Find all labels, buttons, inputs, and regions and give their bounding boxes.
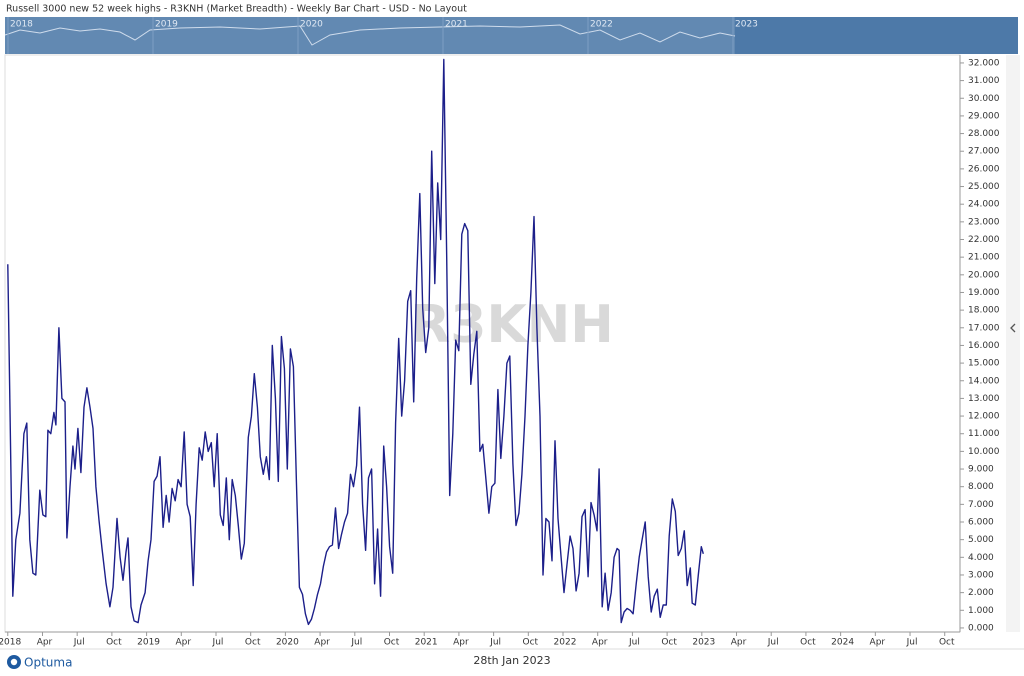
x-tick-label: Apr <box>314 638 330 648</box>
y-tick-label: 11.000 <box>968 429 1000 439</box>
y-tick-label: 32.000 <box>968 58 1000 68</box>
y-tick-label: 3.000 <box>968 570 994 580</box>
y-tick-label: 13.000 <box>968 394 1000 404</box>
x-tick-label: Jul <box>767 638 779 648</box>
y-tick-label: 0.000 <box>968 623 994 633</box>
y-tick-label: 21.000 <box>968 253 1000 263</box>
y-tick-label: 4.000 <box>968 553 994 563</box>
x-tick-label: 2018 <box>0 638 22 648</box>
navigator-window[interactable] <box>5 17 735 54</box>
x-tick-label: 2020 <box>276 638 299 648</box>
y-tick-label: 24.000 <box>968 200 1000 210</box>
y-tick-label: 14.000 <box>968 376 1000 386</box>
y-tick-label: 15.000 <box>968 359 1000 369</box>
y-tick-label: 8.000 <box>968 482 994 492</box>
x-tick-label: Oct <box>800 638 816 648</box>
navigator-line <box>4 24 736 46</box>
navigator-label: 2022 <box>590 20 613 30</box>
y-tick-label: 5.000 <box>968 535 994 545</box>
footer-date: 28th Jan 2023 <box>473 654 550 667</box>
y-tick-label: 28.000 <box>968 129 1000 139</box>
y-tick-label: 1.000 <box>968 606 994 616</box>
x-tick-label: Apr <box>453 638 469 648</box>
y-tick-label: 31.000 <box>968 76 1000 86</box>
x-tick-label: Jul <box>489 638 501 648</box>
y-tick-label: 19.000 <box>968 288 1000 298</box>
x-tick-label: 2024 <box>831 638 854 648</box>
chart-title: Russell 3000 new 52 week highs - R3KNH (… <box>6 4 467 15</box>
x-tick-label: Apr <box>592 638 608 648</box>
side-panel <box>1006 55 1020 632</box>
x-tick-label: Oct <box>106 638 122 648</box>
logo-text: Optuma <box>24 656 72 670</box>
navigator-label: 2021 <box>445 20 468 30</box>
x-tick-label: 2021 <box>415 638 438 648</box>
x-tick-label: Oct <box>384 638 400 648</box>
x-tick-label: Oct <box>523 638 539 648</box>
y-tick-label: 18.000 <box>968 306 1000 316</box>
series-line <box>7 58 704 626</box>
y-tick-label: 27.000 <box>968 147 1000 157</box>
x-tick-label: Apr <box>175 638 191 648</box>
y-tick-label: 9.000 <box>968 465 994 475</box>
y-tick-label: 6.000 <box>968 518 994 528</box>
y-tick-label: 10.000 <box>968 447 1000 457</box>
x-tick-label: Oct <box>245 638 261 648</box>
x-tick-label: Apr <box>37 638 53 648</box>
navigator-label: 2020 <box>300 20 323 30</box>
y-tick-label: 12.000 <box>968 412 1000 422</box>
y-tick-label: 17.000 <box>968 323 1000 333</box>
x-tick-label: 2019 <box>137 638 160 648</box>
x-tick-label: Apr <box>731 638 747 648</box>
y-tick-label: 25.000 <box>968 182 1000 192</box>
x-tick-label: 2023 <box>692 638 715 648</box>
navigator[interactable] <box>5 17 1018 54</box>
x-tick-label: Jul <box>350 638 362 648</box>
y-tick-label: 26.000 <box>968 164 1000 174</box>
navigator-labels: 2018 2019 2020 2021 2022 2023 <box>7 17 758 54</box>
x-tick-label: Jul <box>212 638 224 648</box>
y-tick-label: 22.000 <box>968 235 1000 245</box>
navigator-label: 2019 <box>155 20 178 30</box>
y-tick-label: 23.000 <box>968 217 1000 227</box>
watermark: R3KNH <box>410 295 614 355</box>
navigator-label: 2018 <box>10 20 33 30</box>
y-tick-label: 20.000 <box>968 270 1000 280</box>
logo-icon-inner <box>10 658 18 666</box>
y-tick-label: 30.000 <box>968 94 1000 104</box>
x-tick-label: Oct <box>939 638 955 648</box>
x-tick-label: Oct <box>661 638 677 648</box>
x-tick-label: Jul <box>906 638 918 648</box>
x-tick-label: Apr <box>870 638 886 648</box>
y-tick-label: 29.000 <box>968 111 1000 121</box>
x-tick-label: Jul <box>73 638 85 648</box>
expand-arrow[interactable] <box>1010 323 1016 333</box>
x-tick-label: Jul <box>628 638 640 648</box>
y-tick-label: 16.000 <box>968 341 1000 351</box>
navigator-label: 2023 <box>735 20 758 30</box>
y-tick-label: 2.000 <box>968 588 994 598</box>
y-tick-label: 7.000 <box>968 500 994 510</box>
x-tick-label: 2022 <box>554 638 577 648</box>
